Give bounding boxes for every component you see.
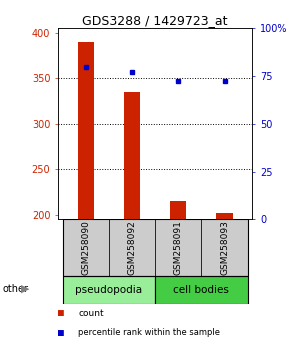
Text: ▶: ▶ [21,284,30,293]
Bar [109,219,155,276]
Title: GDS3288 / 1429723_at: GDS3288 / 1429723_at [82,14,228,27]
Text: pseudopodia: pseudopodia [75,285,142,296]
Text: other: other [3,284,29,293]
Bar [216,213,233,219]
Bar [63,219,109,276]
Text: GSM258090: GSM258090 [81,220,90,275]
Bar [155,276,248,304]
Text: count: count [78,309,104,318]
Bar [63,219,248,276]
Text: GSM258091: GSM258091 [174,220,183,275]
Text: GSM258092: GSM258092 [128,220,137,275]
Bar [155,219,202,276]
Bar [124,92,140,219]
Text: ■: ■ [58,328,64,338]
Text: cell bodies: cell bodies [173,285,229,296]
Bar [63,276,155,304]
Text: percentile rank within the sample: percentile rank within the sample [78,328,220,337]
Bar [170,201,186,219]
Text: ■: ■ [58,308,64,318]
Text: GSM258093: GSM258093 [220,220,229,275]
Bar [78,42,94,219]
Bar [202,219,248,276]
